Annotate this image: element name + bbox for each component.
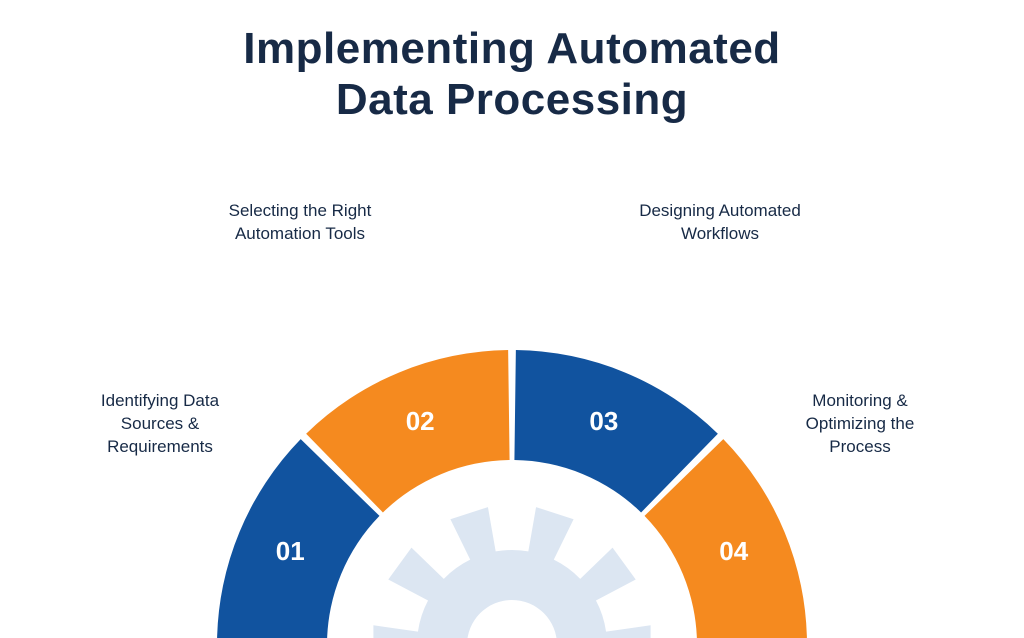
gear-icon bbox=[373, 507, 650, 638]
segment-number-04: 04 bbox=[719, 536, 748, 566]
segment-label-04: Monitoring & Optimizing the Process bbox=[775, 390, 945, 459]
donut-chart: 01 02 03 04 bbox=[0, 0, 1024, 638]
segment-label-03: Designing Automated Workflows bbox=[635, 200, 805, 246]
segment-label-02: Selecting the Right Automation Tools bbox=[215, 200, 385, 246]
infographic-stage: Implementing Automated Data Processing 0… bbox=[0, 0, 1024, 638]
segment-label-01: Identifying Data Sources & Requirements bbox=[75, 390, 245, 459]
segment-number-03: 03 bbox=[589, 406, 618, 436]
segment-number-01: 01 bbox=[276, 536, 305, 566]
segment-number-02: 02 bbox=[406, 406, 435, 436]
